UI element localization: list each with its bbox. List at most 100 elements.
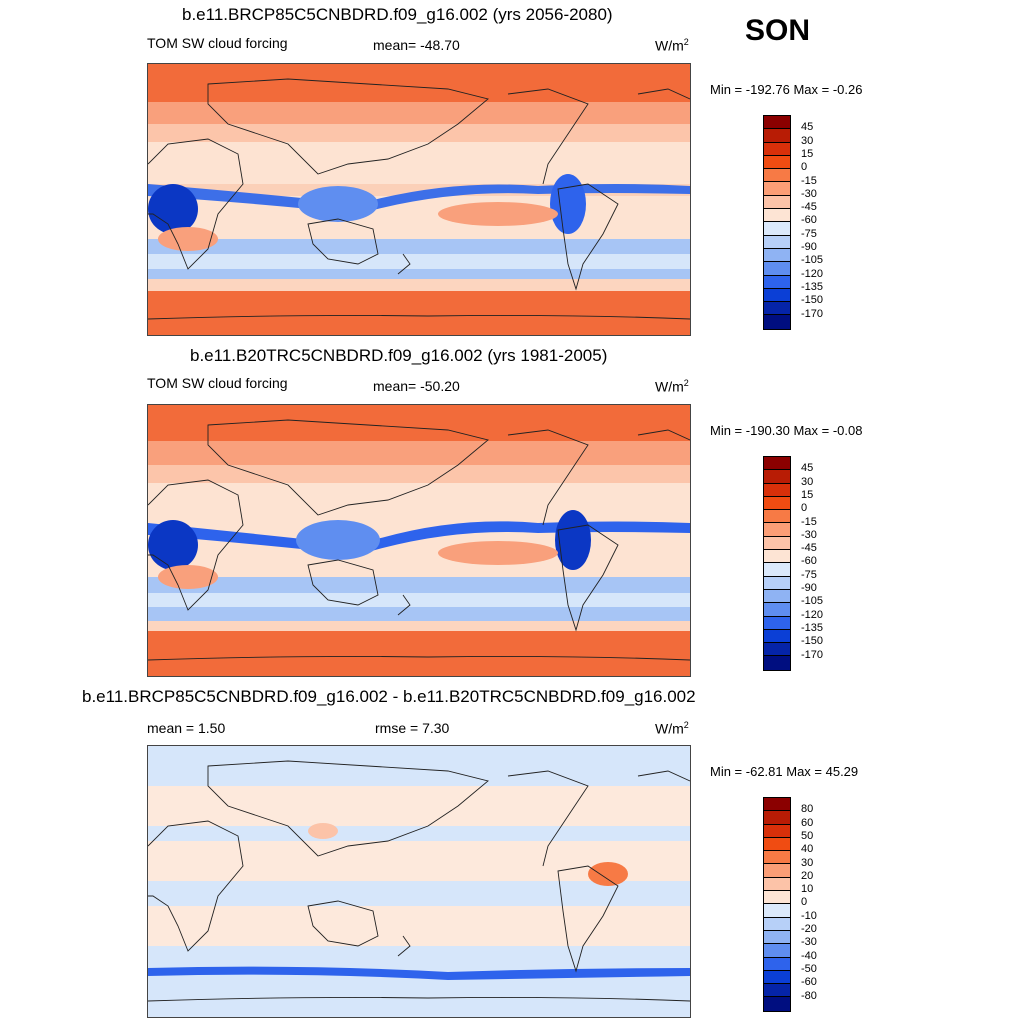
colorbar-swatch <box>764 550 790 564</box>
colorbar-swatch <box>764 129 790 143</box>
colorbar-swatch <box>764 262 790 276</box>
colorbar-tick-label: -120 <box>801 267 824 280</box>
colorbar-tick-label: 30 <box>801 134 814 147</box>
colorbar-tick-label: -80 <box>801 989 817 1002</box>
panel3-amazon-positive <box>588 862 628 886</box>
colorbar-swatch <box>764 824 790 838</box>
colorbar-swatch <box>764 195 790 210</box>
panel1-se-pacific-stratocumulus <box>438 202 558 226</box>
colorbar-tick-label: -30 <box>801 187 817 200</box>
panel1-north-band <box>148 64 690 102</box>
colorbar-swatch <box>764 483 790 497</box>
colorbar-swatch <box>764 576 790 590</box>
panel3-asia-positive <box>308 823 338 839</box>
colorbar-tick-label: 0 <box>801 502 808 515</box>
panel2-title: b.e11.B20TRC5CNBDRD.f09_g16.002 (yrs 198… <box>190 346 608 365</box>
panel3-map <box>147 745 691 1018</box>
colorbar-tick-label: -170 <box>801 648 824 661</box>
panel2-north-midlat <box>148 441 690 465</box>
panel3-minmax: Min = -62.81 Max = 45.29 <box>710 764 859 779</box>
colorbar-tick-label: -60 <box>801 214 817 227</box>
panel3-southern-ocean-negative <box>148 966 690 980</box>
panel1-units: W/m2 <box>655 37 689 54</box>
panel2-north-weak <box>148 465 690 483</box>
colorbar-tick-label: -40 <box>801 949 817 962</box>
colorbar-swatch <box>764 275 790 289</box>
colorbar-tick-label: -60 <box>801 555 817 568</box>
colorbar-tick-label: -30 <box>801 528 817 541</box>
panel3-coastlines <box>148 760 690 1002</box>
colorbar-tick-label: -15 <box>801 174 817 187</box>
colorbar-tick-label: 45 <box>801 121 814 134</box>
panel1-africa-convection <box>148 184 198 234</box>
panel1-coastlines <box>148 78 690 320</box>
colorbar-swatch <box>764 155 790 170</box>
colorbar-tick-label: 80 <box>801 803 814 816</box>
colorbar-tick-label: -150 <box>801 294 824 307</box>
panel3-map-svg <box>148 746 690 1017</box>
colorbar-swatch <box>764 222 790 236</box>
colorbar-swatch <box>764 235 790 249</box>
colorbar-tick-label: -150 <box>801 635 824 648</box>
colorbar-swatch <box>764 142 790 156</box>
panel2-minmax: Min = -190.30 Max = -0.08 <box>710 423 863 438</box>
panel2-south-weak <box>148 621 690 631</box>
panel1-minmax: Min = -192.76 Max = -0.26 <box>710 82 863 97</box>
colorbar-swatch <box>764 851 790 865</box>
panel2-map <box>147 404 691 677</box>
colorbar-swatch <box>764 811 790 825</box>
panel3-mean: mean = 1.50 <box>147 720 226 736</box>
colorbar-swatch <box>764 563 790 577</box>
colorbar-tick-label: -45 <box>801 201 817 214</box>
colorbar-tick-label: -45 <box>801 542 817 555</box>
colorbar-swatch <box>764 798 790 812</box>
colorbar-tick-label: 40 <box>801 843 814 856</box>
panel2-south-america-convection <box>555 510 591 570</box>
colorbar-tick-label: -10 <box>801 909 817 922</box>
colorbar-tick-label: 0 <box>801 896 808 909</box>
colorbar-tick-label: 30 <box>801 475 814 488</box>
colorbar-swatch <box>764 315 790 329</box>
panel2-south-ocean-weak <box>148 593 690 607</box>
colorbar-tick-label: -120 <box>801 608 824 621</box>
colorbar-tick-label: -135 <box>801 621 824 634</box>
colorbar-tick-label: 30 <box>801 856 814 869</box>
panel1-map <box>147 63 691 336</box>
colorbar-swatch <box>764 957 790 971</box>
colorbar-swatch <box>764 523 790 537</box>
colorbar-swatch <box>764 603 790 617</box>
panel3-rmse: rmse = 7.30 <box>375 720 450 736</box>
colorbar-tick-label: -170 <box>801 307 824 320</box>
colorbar-tick-label: 60 <box>801 816 814 829</box>
colorbar-tick-label: -15 <box>801 515 817 528</box>
colorbar-swatch <box>764 656 790 670</box>
panel3-south-positive-band <box>148 906 690 946</box>
colorbar-tick-label: -75 <box>801 227 817 240</box>
panel1-se-atlantic-stratocumulus <box>158 227 218 251</box>
colorbar-swatch <box>764 510 790 524</box>
colorbar-swatch <box>764 182 790 196</box>
panel1-variable: TOM SW cloud forcing <box>147 35 288 51</box>
colorbar-swatch <box>764 302 790 316</box>
colorbar-swatch <box>764 616 790 630</box>
colorbar-swatch <box>764 864 790 878</box>
colorbar-swatch <box>764 496 790 511</box>
colorbar-swatch <box>764 904 790 918</box>
colorbar-tick-label: -90 <box>801 582 817 594</box>
colorbar-swatch <box>764 589 790 604</box>
colorbar-tick-label: 20 <box>801 869 814 882</box>
colorbar-swatch <box>764 891 790 905</box>
colorbar-swatch <box>764 997 790 1011</box>
colorbar-tick-label: -30 <box>801 936 817 949</box>
colorbar-tick-label: -75 <box>801 568 817 581</box>
colorbar-swatch <box>764 970 790 985</box>
colorbar-swatch <box>764 643 790 657</box>
colorbar-swatch <box>764 248 790 263</box>
colorbar-tick-label: -105 <box>801 254 824 267</box>
panel1-colorbar <box>763 115 791 330</box>
panel2-north-band <box>148 405 690 441</box>
colorbar-swatch <box>764 917 790 931</box>
panel1-south-ocean-weak <box>148 254 690 269</box>
colorbar-swatch <box>764 984 790 998</box>
colorbar-swatch <box>764 930 790 945</box>
